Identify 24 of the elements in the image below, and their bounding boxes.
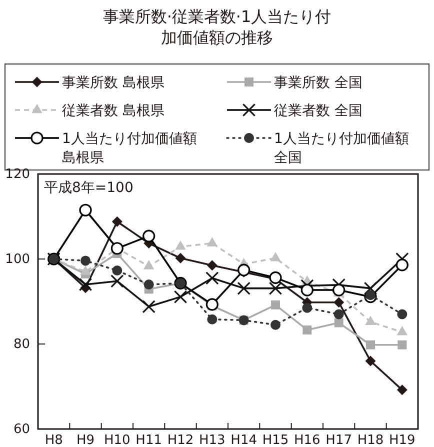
y-tick-label: 100	[5, 252, 30, 268]
x-tick-label: H9	[76, 433, 95, 447]
legend-label: 従業者数 島根県	[62, 103, 164, 119]
legend-label: 事業所数 全国	[274, 75, 362, 91]
legend-label: 1人当たり付加価値額島根県	[62, 131, 197, 166]
x-tick-label: H18	[357, 433, 384, 447]
legend-label: 事業所数 島根県	[62, 75, 164, 91]
x-tick-label: H16	[294, 433, 320, 447]
chart-title: 事業所数·従業者数·1人当たり付加価値額の推移	[102, 7, 332, 47]
x-tick-label: H12	[167, 433, 194, 447]
x-tick-label: H11	[136, 433, 162, 447]
legend-label: 従業者数 全国	[274, 103, 362, 119]
x-tick-label: H8	[44, 433, 63, 447]
x-tick-label: H15	[262, 433, 289, 447]
y-tick-label: 60	[13, 422, 30, 438]
x-tick-label: H19	[389, 433, 416, 447]
x-tick-label: H13	[199, 433, 226, 447]
legend-label: 1人当たり付加価値額全国	[274, 131, 409, 166]
annotation: 平成8年=100	[44, 180, 134, 196]
y-tick-label: 120	[5, 167, 30, 182]
x-tick-label: H17	[326, 433, 352, 447]
y-tick-label: 80	[13, 337, 30, 352]
x-tick-label: H14	[230, 433, 257, 447]
x-tick-label: H10	[104, 433, 130, 447]
